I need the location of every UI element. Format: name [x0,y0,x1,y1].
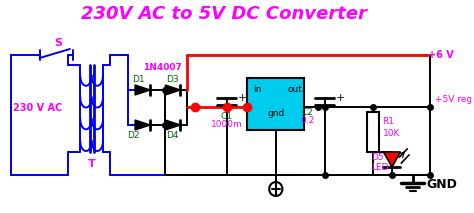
Text: GND: GND [426,178,457,191]
Text: gnd: gnd [267,108,284,118]
Text: 1000m: 1000m [211,120,243,129]
Text: C1: C1 [221,112,233,121]
Text: T: T [88,159,95,169]
Text: out: out [287,85,302,95]
Text: 230V AC to 5V DC Converter: 230V AC to 5V DC Converter [81,5,367,23]
Polygon shape [165,85,181,95]
Text: +: + [238,93,247,103]
Polygon shape [165,120,181,130]
Text: 10K: 10K [383,130,400,138]
FancyBboxPatch shape [247,78,304,130]
FancyBboxPatch shape [367,112,379,152]
Text: D2: D2 [127,131,139,140]
Polygon shape [383,152,401,167]
Text: LED: LED [371,164,389,173]
Text: D3: D3 [166,75,179,85]
Text: 230 V AC: 230 V AC [13,103,63,113]
Polygon shape [135,120,150,130]
Polygon shape [135,85,150,95]
Text: 1N4007: 1N4007 [143,62,182,72]
Text: D1: D1 [133,75,145,85]
Text: 0.2: 0.2 [301,116,315,125]
Text: D4: D4 [166,131,179,140]
Text: S: S [55,38,63,48]
Text: R1: R1 [383,118,394,127]
Text: in: in [253,85,261,95]
Text: +: + [336,93,346,103]
Text: C2: C2 [302,108,314,117]
Text: +5V reg: +5V reg [435,95,472,104]
Text: D5: D5 [371,153,384,161]
Text: +6 V: +6 V [428,50,454,60]
